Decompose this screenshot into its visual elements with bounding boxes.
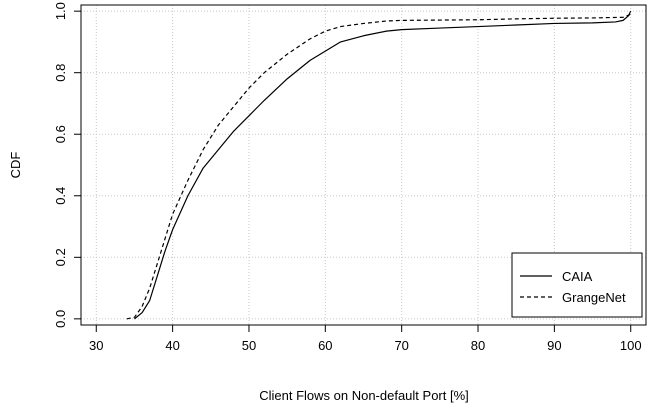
- y-tick-label: 0.0: [53, 310, 68, 328]
- x-tick-label: 60: [318, 338, 332, 353]
- x-axis: 30 40 50 60 70 80 90 100: [89, 325, 642, 353]
- x-axis-title: Client Flows on Non-default Port [%]: [259, 388, 469, 403]
- legend-label-caia: CAIA: [562, 269, 593, 284]
- x-tick-label: 80: [471, 338, 485, 353]
- y-axis-title: CDF: [8, 152, 23, 179]
- y-tick-label: 0.8: [53, 64, 68, 82]
- series-lines: [126, 10, 632, 320]
- series-line-grangenet: [126, 13, 631, 320]
- y-tick-label: 0.6: [53, 125, 68, 143]
- y-tick-label: 0.4: [53, 187, 68, 205]
- y-tick-label: 0.2: [53, 248, 68, 266]
- legend-box: [511, 252, 643, 318]
- legend: CAIA GrangeNet: [511, 252, 643, 318]
- grid-lines: [81, 5, 646, 325]
- x-tick-label: 40: [165, 338, 179, 353]
- x-tick-label: 100: [620, 338, 642, 353]
- x-tick-label: 30: [89, 338, 103, 353]
- plot-frame: [80, 4, 647, 326]
- y-axis: 0.0 0.2 0.4 0.6 0.8 1.0: [53, 2, 81, 328]
- y-tick-label: 1.0: [53, 2, 68, 20]
- series-line-caia: [134, 10, 632, 320]
- x-tick-label: 90: [547, 338, 561, 353]
- legend-label-grangenet: GrangeNet: [562, 290, 626, 305]
- x-tick-label: 70: [394, 338, 408, 353]
- x-tick-label: 50: [242, 338, 256, 353]
